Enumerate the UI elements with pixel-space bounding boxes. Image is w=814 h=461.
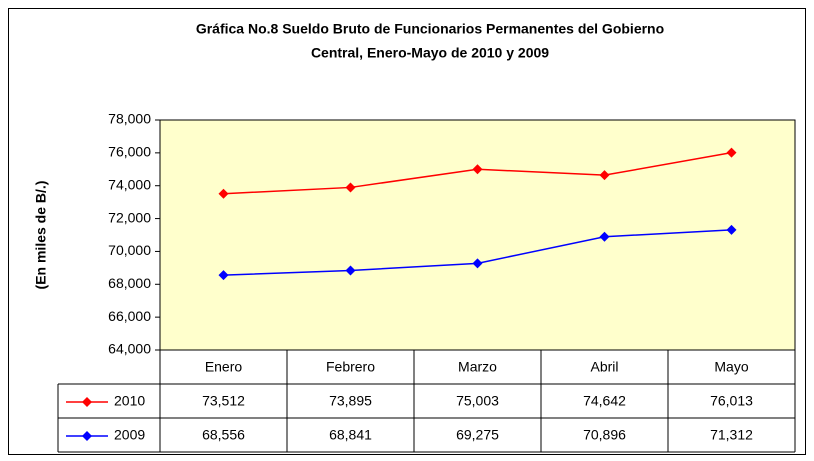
legend-label: 2009 [114, 427, 145, 443]
y-tick-label: 64,000 [108, 341, 151, 357]
point-marker [218, 270, 229, 281]
point-marker [599, 231, 610, 242]
table-value: 70,896 [583, 427, 626, 443]
x-tick-label: Marzo [458, 359, 497, 375]
x-tick-label: Mayo [714, 359, 748, 375]
table-value: 69,275 [456, 427, 499, 443]
point-marker [599, 170, 610, 181]
table-value: 68,841 [329, 427, 372, 443]
table-value: 76,013 [710, 393, 753, 409]
point-marker [472, 258, 483, 269]
legend-label: 2010 [114, 393, 145, 409]
y-tick-label: 76,000 [108, 144, 151, 160]
y-tick-label: 70,000 [108, 242, 151, 258]
legend-marker [82, 397, 92, 407]
table-value: 68,556 [202, 427, 245, 443]
y-tick-label: 66,000 [108, 308, 151, 324]
x-tick-label: Febrero [326, 359, 375, 375]
point-marker [472, 164, 483, 175]
table-value: 75,003 [456, 393, 499, 409]
point-marker [345, 182, 356, 193]
table-value: 73,895 [329, 393, 372, 409]
y-tick-label: 78,000 [108, 111, 151, 127]
table-value: 71,312 [710, 427, 753, 443]
y-tick-label: 72,000 [108, 209, 151, 225]
x-tick-label: Abril [590, 359, 618, 375]
point-marker [345, 265, 356, 276]
table-value: 73,512 [202, 393, 245, 409]
point-marker [218, 188, 229, 199]
point-marker [726, 147, 737, 158]
point-marker [726, 224, 737, 235]
x-tick-label: Enero [205, 359, 243, 375]
plot-area [159, 119, 796, 351]
table-value: 74,642 [583, 393, 626, 409]
chart-title: Gráfica No.8 Sueldo Bruto de Funcionario… [196, 21, 664, 37]
y-axis-label: (En miles de B/.) [33, 181, 49, 290]
y-tick-label: 68,000 [108, 275, 151, 291]
legend-marker [82, 431, 92, 441]
chart-title: Central, Enero-Mayo de 2010 y 2009 [311, 45, 549, 61]
y-tick-label: 74,000 [108, 176, 151, 192]
